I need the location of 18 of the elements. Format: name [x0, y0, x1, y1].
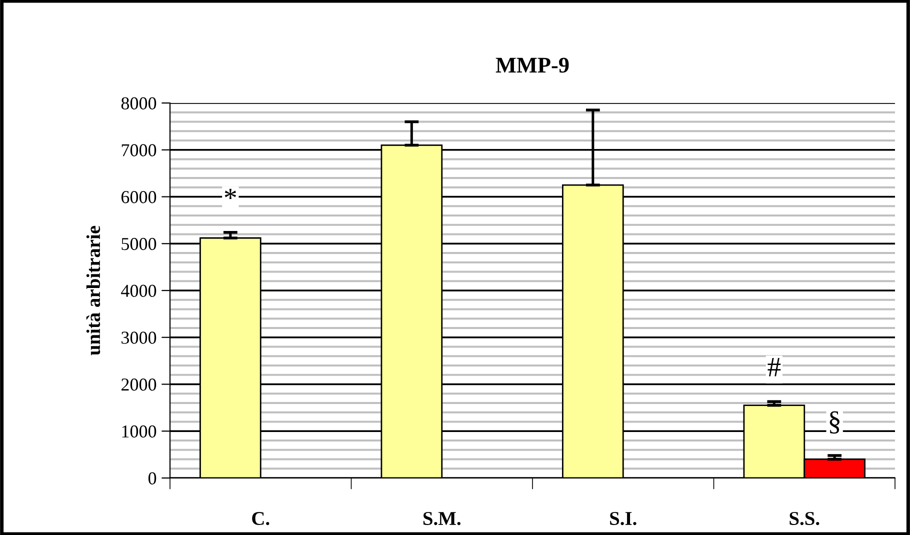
y-tick-label: 5000 [122, 238, 156, 250]
y-tick-label: 4000 [121, 284, 156, 297]
x-tick-label: S.M. [423, 512, 460, 526]
annotation: § [830, 411, 840, 434]
x-tick-label: C. [252, 512, 270, 526]
y-tick-label: 8000 [121, 97, 156, 110]
y-tick-label: 3000 [122, 332, 156, 344]
y-tick-label: 6000 [121, 191, 156, 204]
annotation: # [768, 358, 781, 376]
x-tick-label: S.I. [610, 512, 636, 526]
y-axis-title: unità arbitrarie [86, 226, 100, 356]
x-tick-label: S.S. [790, 512, 820, 526]
y-tick-label: 1000 [122, 425, 156, 438]
y-tick-label: 2000 [121, 378, 156, 391]
y-tick-label: 7000 [122, 144, 156, 156]
y-tick-label: 0 [148, 472, 156, 484]
annotation: * [224, 188, 236, 200]
chart-title: MMP-9 [496, 58, 569, 73]
